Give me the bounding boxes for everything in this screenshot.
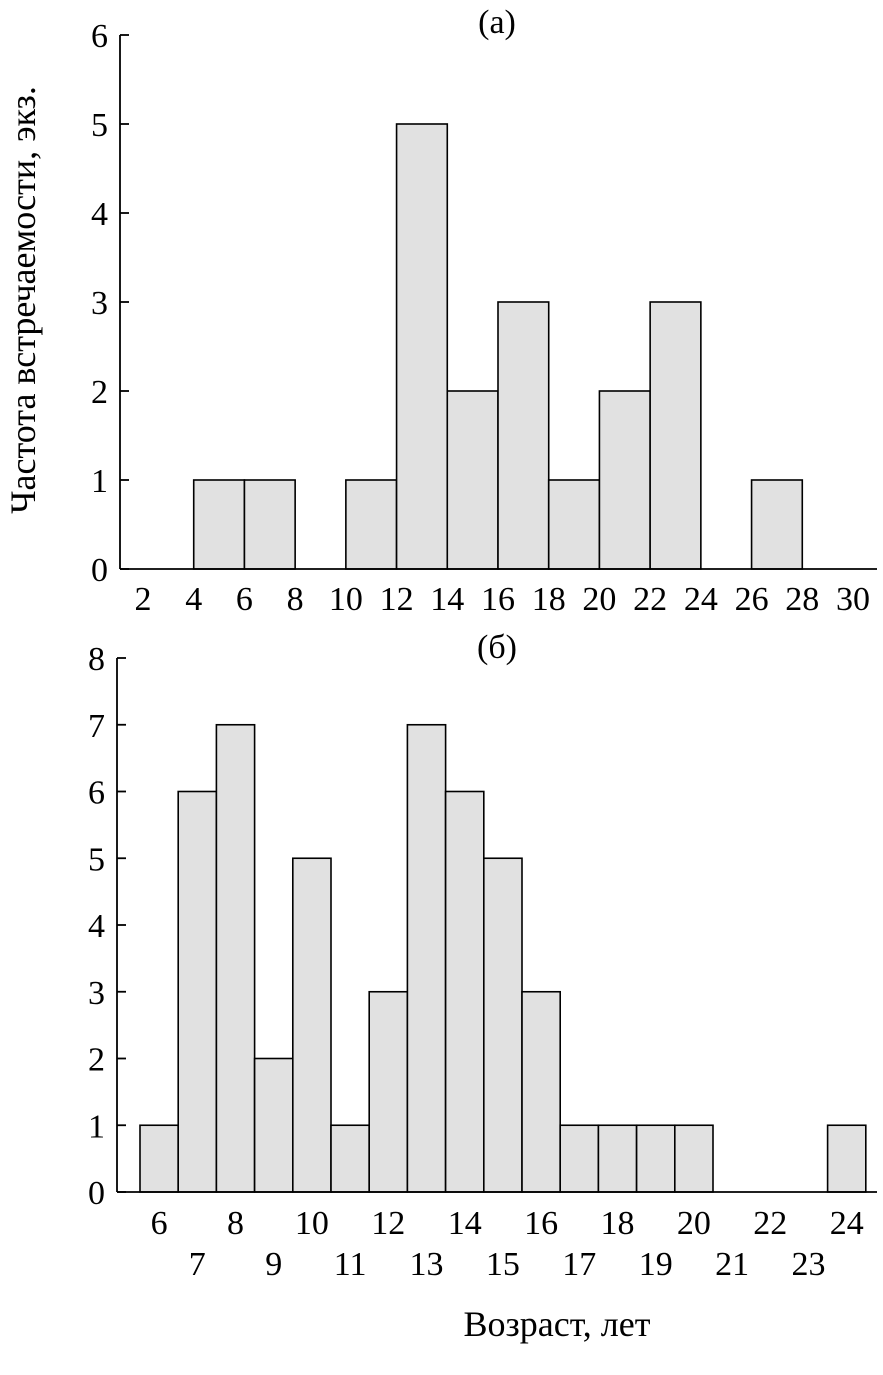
- x-tick-label-a-24: 24: [684, 581, 718, 618]
- bar-b-age-17: [559, 1124, 600, 1193]
- x-axis-title: Возраст, лет: [464, 1304, 651, 1344]
- panel-a-title: (а): [478, 4, 516, 41]
- bar-b-age-13: [406, 723, 447, 1193]
- bar-b-age-6: [139, 1124, 180, 1193]
- x-tick-label-b-7: 7: [189, 1246, 206, 1283]
- x-tick-label-b-18: 18: [601, 1205, 635, 1242]
- bar-a-20-22: [598, 390, 651, 570]
- x-tick-label-b-13: 13: [410, 1246, 444, 1283]
- x-tick-label-b-11: 11: [334, 1246, 367, 1283]
- y-tick-label-a-0: 0: [91, 552, 108, 589]
- bar-b-age-19: [635, 1124, 676, 1193]
- x-tick-label-b-15: 15: [486, 1246, 520, 1283]
- x-tick-label-b-12: 12: [371, 1205, 405, 1242]
- y-tick-label-b-1: 1: [88, 1108, 105, 1145]
- bar-a-4-6: [192, 479, 246, 570]
- chart-panel-a: (а) Частота встречаемости, экз. 0123456 …: [3, 4, 877, 618]
- bar-a-12-14: [395, 123, 449, 570]
- x-tick-label-b-19: 19: [639, 1246, 673, 1283]
- x-tick-label-a-6: 6: [236, 581, 253, 618]
- y-tick-label-a-5: 5: [91, 107, 108, 144]
- y-tick-label-b-6: 6: [88, 775, 105, 812]
- y-tick-label-b-2: 2: [88, 1042, 105, 1079]
- bar-b-age-18: [597, 1124, 638, 1193]
- panel-b-bars: [139, 723, 867, 1193]
- x-tick-label-b-20: 20: [677, 1205, 711, 1242]
- panel-b-title: (б): [477, 629, 517, 666]
- bar-b-age-8: [215, 723, 256, 1193]
- bar-a-22-24: [649, 301, 702, 570]
- x-tick-label-a-4: 4: [185, 581, 202, 618]
- x-tick-label-a-16: 16: [481, 581, 515, 618]
- y-tick-label-b-0: 0: [88, 1175, 105, 1212]
- x-tick-label-b-21: 21: [715, 1246, 749, 1283]
- y-tick-label-a-4: 4: [91, 196, 108, 233]
- y-tick-label-b-3: 3: [88, 975, 105, 1012]
- bar-a-16-18: [497, 301, 550, 570]
- x-tick-label-b-14: 14: [448, 1205, 482, 1242]
- y-tick-label-a-1: 1: [91, 463, 108, 500]
- x-tick-label-b-17: 17: [562, 1246, 596, 1283]
- bar-a-18-20: [547, 479, 601, 570]
- bar-b-age-14: [444, 790, 485, 1193]
- x-tick-label-b-24: 24: [830, 1205, 864, 1242]
- y-tick-label-a-2: 2: [91, 374, 108, 411]
- x-tick-label-a-22: 22: [633, 581, 667, 618]
- y-tick-label-b-7: 7: [88, 708, 105, 745]
- x-tick-label-b-10: 10: [295, 1205, 329, 1242]
- x-tick-label-a-12: 12: [380, 581, 414, 618]
- bar-b-age-16: [521, 990, 562, 1193]
- y-tick-label-a-3: 3: [91, 285, 108, 322]
- x-tick-label-a-30: 30: [836, 581, 870, 618]
- bar-a-26-28: [750, 479, 804, 570]
- x-tick-label-b-16: 16: [524, 1205, 558, 1242]
- x-tick-label-b-22: 22: [753, 1205, 787, 1242]
- bar-b-age-15: [482, 857, 523, 1193]
- panel-a-bars: [192, 123, 804, 570]
- y-axis-title: Частота встречаемости, экз.: [3, 86, 43, 514]
- bar-b-age-9: [253, 1057, 294, 1193]
- bar-b-age-10: [291, 857, 332, 1193]
- x-tick-label-b-8: 8: [227, 1205, 244, 1242]
- panel-b-y-ticks: 0 1 2 3 4 5 6 7 8: [88, 641, 126, 1212]
- bar-b-age-20: [673, 1124, 714, 1193]
- x-tick-label-b-9: 9: [265, 1246, 282, 1283]
- y-tick-label-a-6: 6: [91, 18, 108, 55]
- bar-a-6-8: [243, 479, 296, 570]
- y-tick-label-b-5: 5: [88, 841, 105, 878]
- x-tick-label-a-14: 14: [430, 581, 464, 618]
- bar-b-age-11: [330, 1124, 371, 1193]
- x-tick-label-a-2: 2: [135, 581, 152, 618]
- bar-b-age-24: [826, 1124, 867, 1193]
- y-tick-label-b-8: 8: [88, 641, 105, 678]
- panel-b-x-ticks: 6 8 10 12 14 16 18 20 22 24 7 9 11 13 15 17 19 21 23: [151, 1205, 864, 1283]
- bar-b-age-12: [368, 990, 409, 1193]
- x-tick-label-a-20: 20: [582, 581, 616, 618]
- panel-a-y-ticks: 0 1 2 3 4 5 6: [91, 18, 129, 589]
- x-tick-label-a-18: 18: [532, 581, 566, 618]
- x-tick-label-a-8: 8: [287, 581, 304, 618]
- y-tick-label-b-4: 4: [88, 908, 105, 945]
- x-tick-label-a-26: 26: [735, 581, 769, 618]
- x-tick-label-b-6: 6: [151, 1205, 168, 1242]
- panel-a-x-ticks: 2 4 6 8 10 12 14 16 18 20 22 24 26 28 30: [135, 581, 871, 618]
- x-tick-label-a-10: 10: [329, 581, 363, 618]
- bar-b-age-7: [177, 790, 218, 1193]
- x-tick-label-a-28: 28: [785, 581, 819, 618]
- bar-a-10-12: [345, 479, 398, 570]
- bar-a-14-16: [446, 390, 499, 570]
- x-tick-label-b-23: 23: [792, 1246, 826, 1283]
